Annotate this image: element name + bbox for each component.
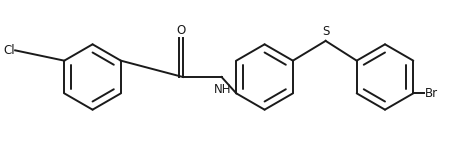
Text: O: O xyxy=(176,24,185,37)
Text: Br: Br xyxy=(425,87,437,100)
Text: Cl: Cl xyxy=(3,44,15,57)
Text: NH: NH xyxy=(214,83,231,96)
Text: S: S xyxy=(322,25,329,38)
